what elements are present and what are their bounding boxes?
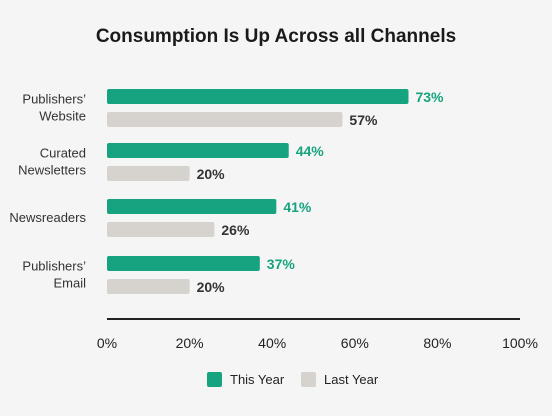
x-tick-label: 0% bbox=[97, 335, 117, 351]
value-label-this-year: 44% bbox=[296, 143, 325, 159]
x-tick-label: 40% bbox=[258, 335, 286, 351]
value-label-last-year: 20% bbox=[197, 166, 226, 182]
value-label-this-year: 73% bbox=[415, 89, 444, 105]
legend-this-year-label: This Year bbox=[230, 372, 285, 387]
bar-last-year bbox=[107, 166, 190, 181]
x-tick-label: 20% bbox=[176, 335, 204, 351]
x-tick-label: 60% bbox=[341, 335, 369, 351]
category-label: Publishers’ bbox=[22, 259, 86, 274]
bar-this-year bbox=[107, 256, 260, 271]
category-label: Publishers’ bbox=[22, 92, 86, 107]
legend-this-year-swatch bbox=[207, 372, 222, 387]
category-label: Website bbox=[39, 109, 86, 124]
value-label-this-year: 37% bbox=[267, 256, 296, 272]
category-label: Email bbox=[53, 276, 86, 291]
category-label: Newsreaders bbox=[9, 210, 86, 225]
value-label-last-year: 26% bbox=[221, 222, 250, 238]
category-label: Curated bbox=[40, 146, 86, 161]
value-label-last-year: 20% bbox=[197, 279, 226, 295]
legend-last-year-swatch bbox=[301, 372, 316, 387]
bar-this-year bbox=[107, 199, 277, 214]
x-tick-label: 80% bbox=[423, 335, 451, 351]
x-tick-label: 100% bbox=[502, 335, 538, 351]
bar-last-year bbox=[107, 279, 190, 294]
bar-last-year bbox=[107, 222, 215, 237]
category-label: Newsletters bbox=[18, 163, 86, 178]
chart-title: Consumption Is Up Across all Channels bbox=[95, 26, 457, 47]
legend-last-year-label: Last Year bbox=[324, 372, 379, 387]
value-label-this-year: 41% bbox=[283, 199, 312, 215]
value-label-last-year: 57% bbox=[349, 112, 378, 128]
bar-this-year bbox=[107, 89, 409, 104]
bar-last-year bbox=[107, 112, 343, 127]
bar-this-year bbox=[107, 143, 289, 158]
